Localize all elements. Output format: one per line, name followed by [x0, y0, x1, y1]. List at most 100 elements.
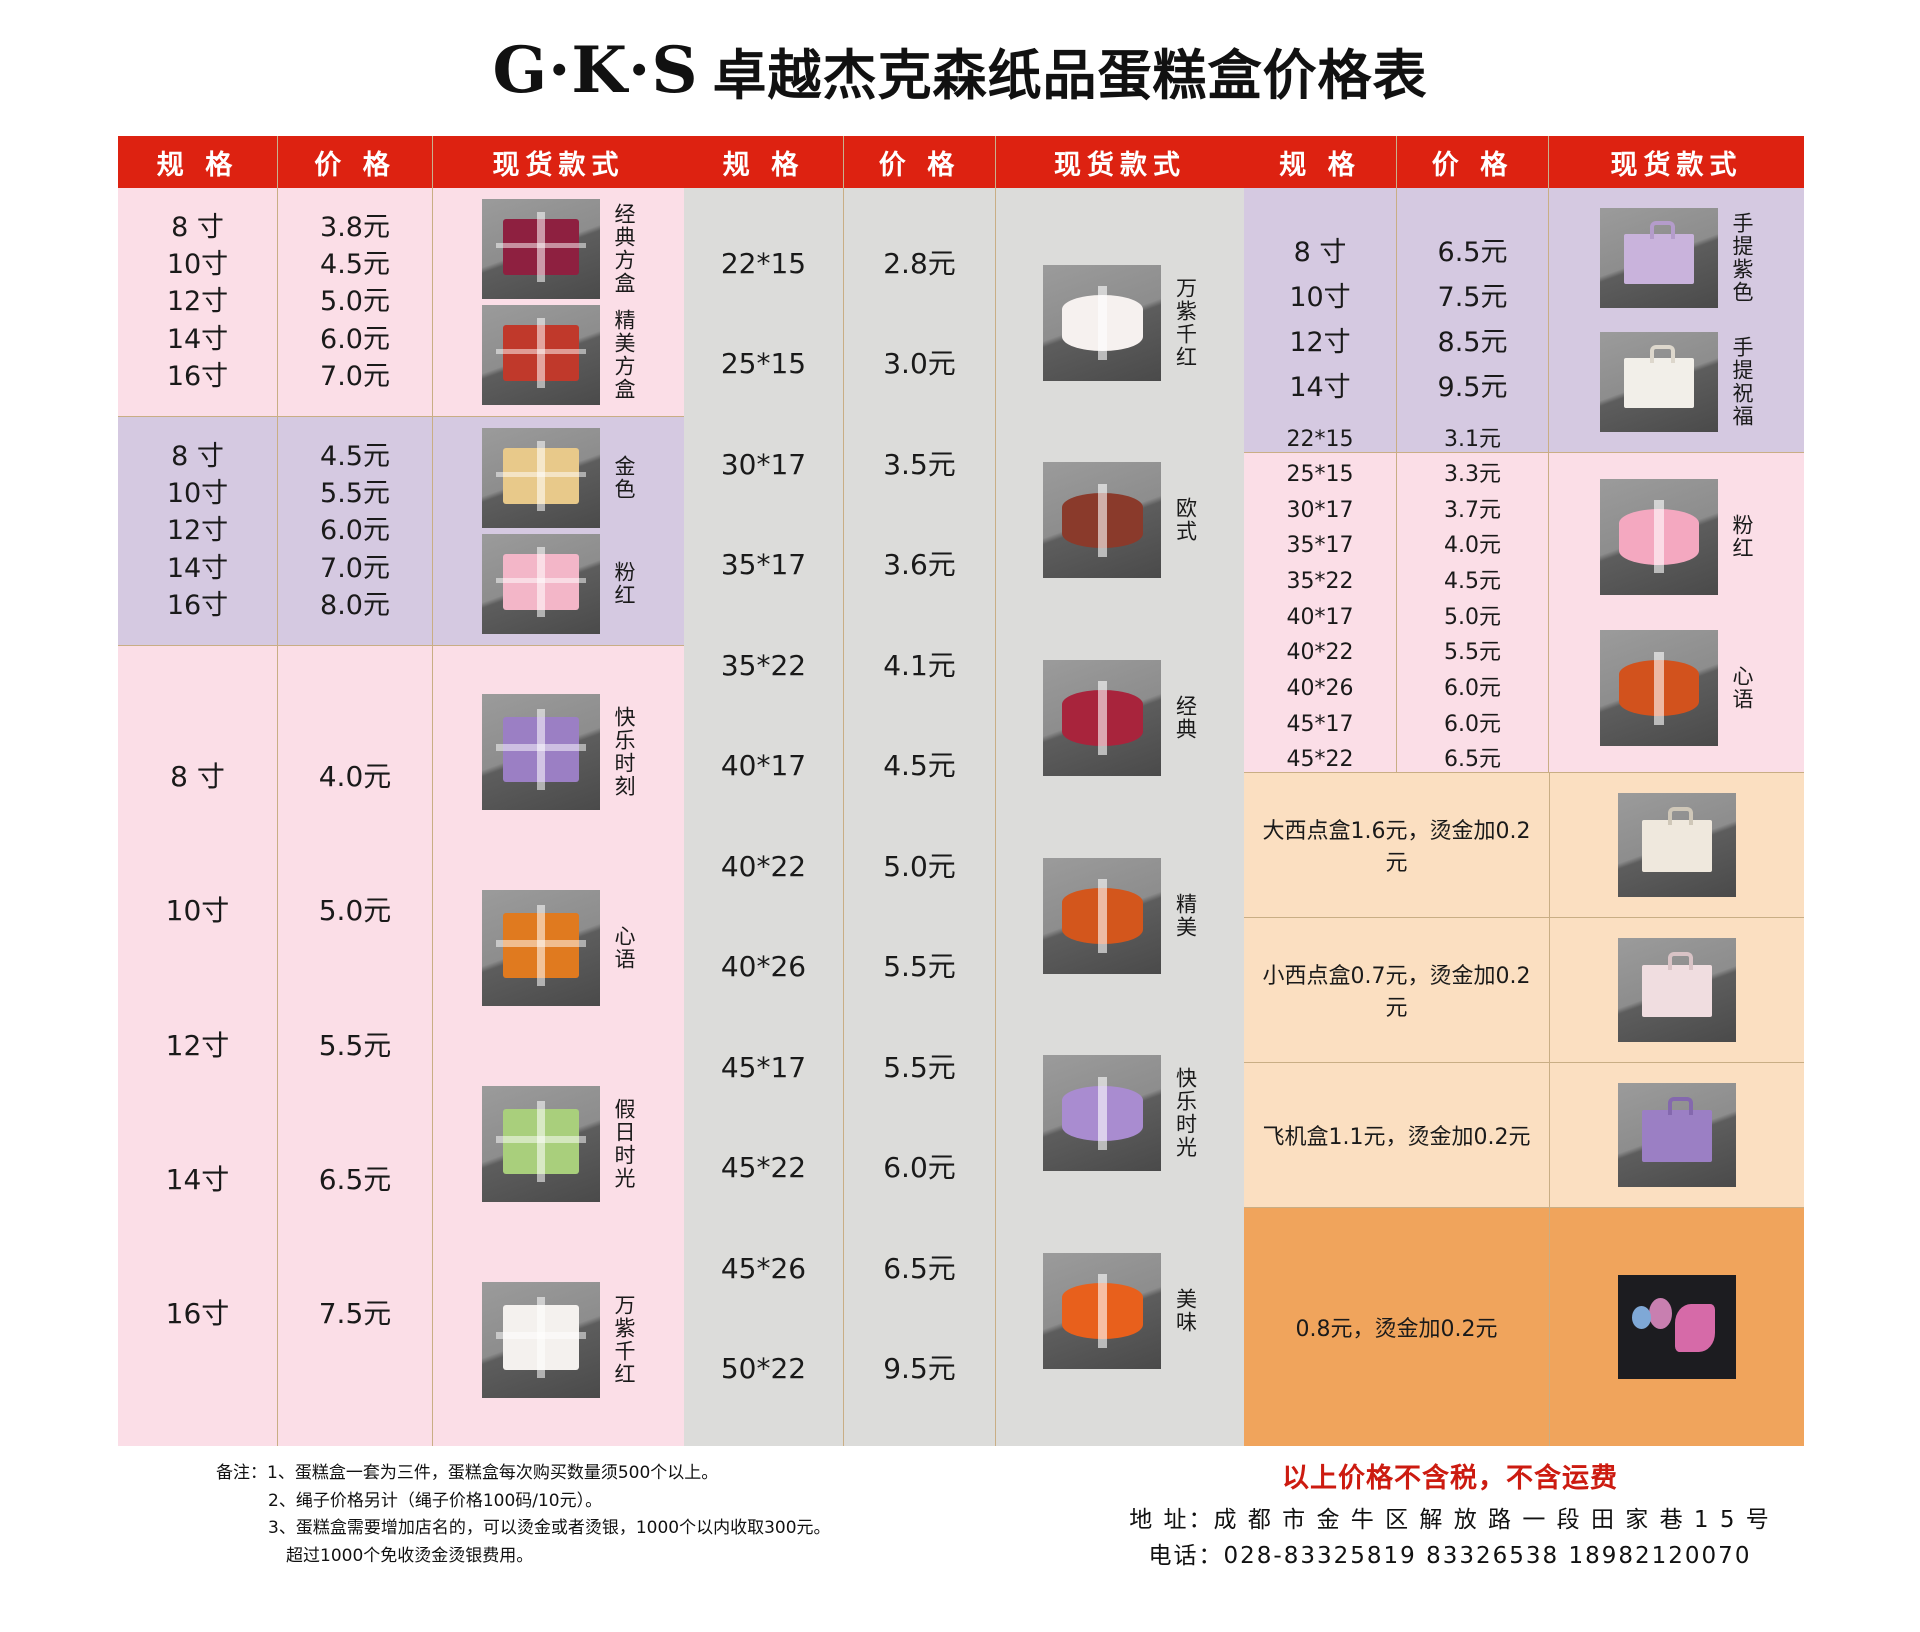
price-block-1: 3.8元 4.5元 5.0元 6.0元 7.0元: [278, 188, 432, 417]
style-item: 粉红: [433, 534, 684, 634]
remark-label: 备注：: [216, 1463, 267, 1483]
spec-column-left: 8 寸 10寸 12寸 14寸 16寸 8 寸 10寸 12寸 14寸: [118, 188, 278, 1446]
spec-value: 16寸: [166, 360, 229, 392]
spec-value: 45*26: [720, 1251, 807, 1285]
spec-value: 10寸: [166, 478, 229, 510]
style-label: 心语: [1730, 665, 1755, 712]
spec-value: 8 寸: [1293, 236, 1347, 268]
spec-value: 14寸: [1289, 371, 1351, 403]
spec-value: 10寸: [165, 894, 230, 928]
spec-value: 14寸: [165, 1163, 230, 1197]
note-text: 大西点盒1.6元，烫金加0.2元: [1262, 819, 1531, 876]
note-text: 0.8元，烫金加0.2元: [1295, 1317, 1498, 1342]
price-column-right-1: 6.5元 7.5元 8.5元 9.5元: [1397, 188, 1549, 452]
note-line-text: 2、绳子价格另计（绳子价格100码/10元）。: [268, 1490, 603, 1511]
style-block-2: 金色 粉红: [433, 417, 684, 646]
style-label: 金色: [612, 455, 637, 501]
style-column-left: 经典方盒 精美方盒 金色: [433, 188, 684, 1446]
body-left: 8 寸 10寸 12寸 14寸 16寸 8 寸 10寸 12寸 14寸: [118, 188, 684, 1446]
price-value: 4.5元: [1444, 569, 1501, 595]
cake-box-image: [481, 694, 600, 810]
col-header-spec-middle: 规 格: [684, 136, 844, 188]
style-item: 万紫千红: [996, 264, 1244, 381]
note-image: [1549, 773, 1804, 917]
spec-value: 12寸: [165, 1028, 230, 1062]
cake-box-image: [1043, 462, 1162, 579]
spec-block-3: 8 寸 10寸 12寸 14寸 16寸: [118, 646, 277, 1446]
price-value: 6.0元: [1444, 711, 1501, 737]
spec-value: 40*22: [720, 849, 807, 883]
style-item: 万紫千红: [433, 1282, 684, 1398]
cake-box-image: [1599, 478, 1718, 595]
spec-value: 35*22: [720, 648, 807, 682]
spec-value: 12寸: [166, 515, 229, 547]
price-value: 4.5元: [320, 440, 390, 472]
style-label: 手提紫色: [1730, 212, 1755, 304]
col-header-price-left: 价 格: [278, 136, 433, 188]
spec-column-right-1: 8 寸 10寸 12寸 14寸: [1244, 188, 1397, 452]
style-item: 快乐时光: [996, 1055, 1244, 1172]
style-item: 欧式: [996, 462, 1244, 579]
price-block-3: 4.0元 5.0元 5.5元 6.5元 7.5元: [278, 646, 432, 1446]
cake-box-image: [481, 1086, 600, 1202]
price-value: 5.5元: [883, 1050, 956, 1084]
col-header-style-right: 现货款式: [1549, 136, 1804, 188]
style-label: 假日时光: [612, 1098, 637, 1190]
spec-value: 45*17: [720, 1050, 807, 1084]
note-row-airplane-box: 飞机盒1.1元，烫金加0.2元: [1244, 1063, 1804, 1208]
spec-value: 10寸: [166, 249, 229, 281]
style-item: 经典: [996, 660, 1244, 777]
cake-box-image: [1043, 1055, 1162, 1172]
style-item: 金色: [433, 428, 684, 528]
spec-value: 40*26: [1286, 675, 1354, 701]
price-value: 3.1元: [1444, 426, 1501, 452]
spec-value: 30*17: [720, 447, 807, 481]
price-value: 4.0元: [1444, 533, 1501, 559]
style-item: 精美: [996, 857, 1244, 974]
cake-box-image: [481, 890, 600, 1006]
price-value: 6.5元: [1437, 236, 1508, 268]
body-middle: 22*15 25*15 30*17 35*17 35*22 40*17 40*2…: [684, 188, 1244, 1446]
note-row-large-pastry: 大西点盒1.6元，烫金加0.2元: [1244, 773, 1804, 918]
footer: 备注：1、蛋糕盒一套为三件，蛋糕盒每次购买数量须500个以上。 2、绳子价格另计…: [0, 1456, 1920, 1632]
style-label: 万紫千红: [1173, 276, 1198, 369]
style-column-right-1: 手提紫色 手提祝福: [1549, 188, 1804, 452]
spec-value: 40*22: [1286, 640, 1354, 666]
note-row-small-pastry: 小西点盒0.7元，烫金加0.2元: [1244, 918, 1804, 1063]
style-item: 快乐时刻: [433, 694, 684, 810]
style-item: 手提祝福: [1549, 332, 1804, 432]
style-item: 精美方盒: [433, 305, 684, 405]
note-text: 小西点盒0.7元，烫金加0.2元: [1262, 964, 1531, 1021]
right-block-handbag: 8 寸 10寸 12寸 14寸 6.5元 7.5元 8.5元 9.5元: [1244, 188, 1804, 453]
price-value: 5.5元: [883, 950, 956, 984]
note-image: [1549, 1063, 1804, 1207]
style-column-middle: 万紫千红 欧式 经典 精美: [996, 188, 1244, 1446]
spec-value: 40*26: [720, 950, 807, 984]
price-value: 2.8元: [883, 246, 956, 280]
style-label: 美味: [1173, 1288, 1198, 1335]
price-value: 6.0元: [320, 515, 390, 547]
spec-value: 12寸: [166, 286, 229, 318]
price-value: 5.5元: [320, 478, 390, 510]
price-value: 8.0元: [320, 589, 390, 621]
price-value: 6.5元: [318, 1163, 392, 1197]
style-item: 美味: [996, 1253, 1244, 1370]
cake-box-image: [1043, 660, 1162, 777]
spec-value: 40*17: [720, 749, 807, 783]
col-header-price-middle: 价 格: [844, 136, 996, 188]
company-phone: 电话：028-83325819 83326538 18982120070: [1148, 1542, 1752, 1569]
style-label: 快乐时光: [1173, 1067, 1198, 1160]
spec-value: 22*15: [720, 246, 807, 280]
cake-box-image: [481, 199, 600, 299]
price-value: 4.5元: [883, 749, 956, 783]
price-value: 7.0元: [320, 552, 390, 584]
spec-value: 16寸: [165, 1297, 230, 1331]
col-header-spec-left: 规 格: [118, 136, 278, 188]
spec-block-1: 8 寸 10寸 12寸 14寸 16寸: [118, 188, 277, 417]
cake-box-image: [1043, 1253, 1162, 1370]
price-value: 5.5元: [318, 1028, 392, 1062]
price-column-right-2: 3.1元 3.3元 3.7元 4.0元 4.5元 5.0元 5.5元 6.0元 …: [1397, 427, 1549, 808]
spec-value: 16寸: [166, 589, 229, 621]
spec-value: 14寸: [166, 323, 229, 355]
price-value: 7.5元: [318, 1297, 392, 1331]
